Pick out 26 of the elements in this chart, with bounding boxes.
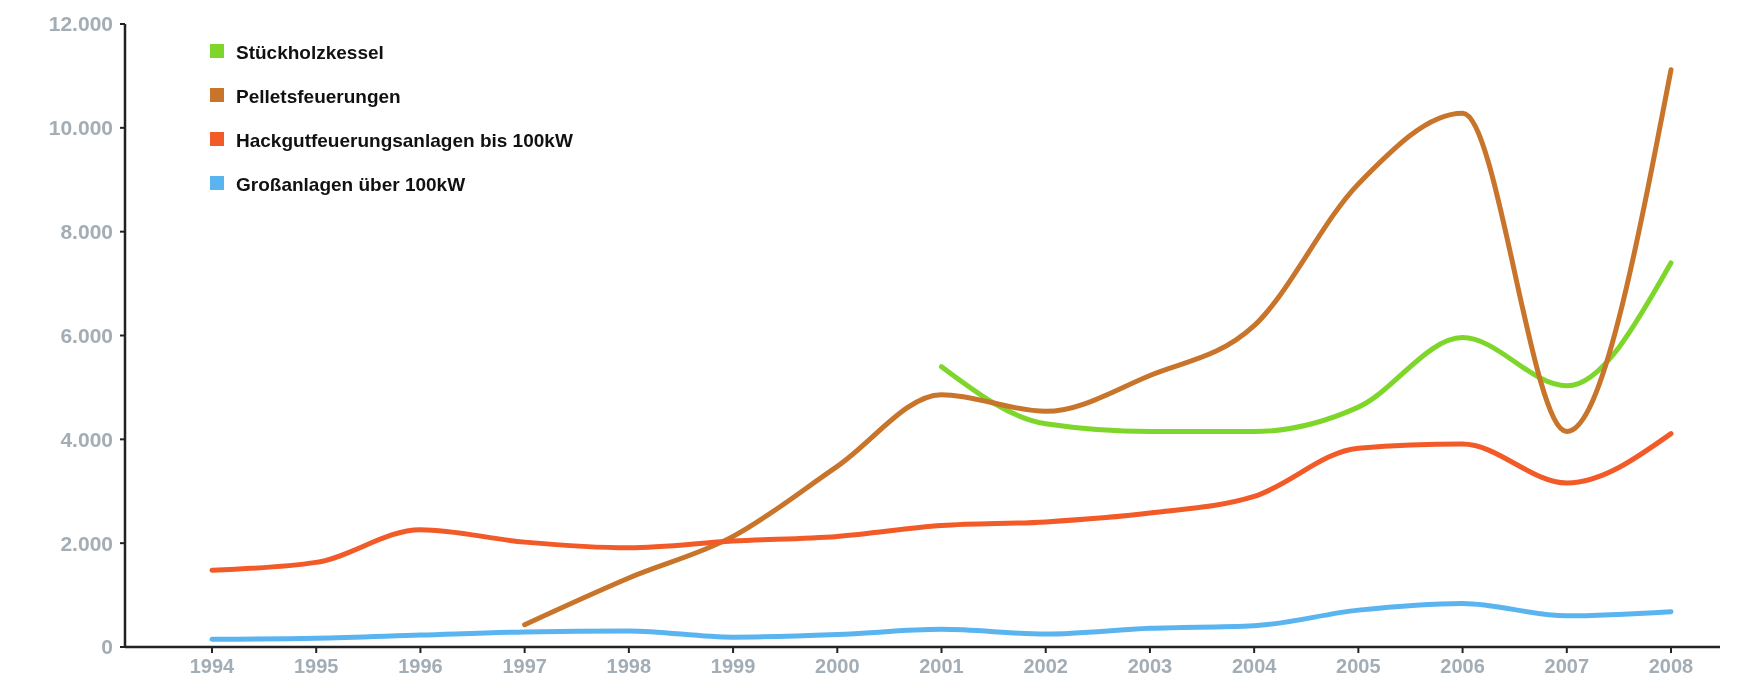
x-tick-label: 2003	[1127, 655, 1173, 677]
legend-label: Hackgutfeuerungsanlagen bis 100kW	[236, 129, 573, 151]
x-tick-label: 1994	[189, 655, 236, 677]
x-tick-label: 1997	[502, 655, 547, 677]
y-tick-label: 12.000	[48, 12, 113, 36]
x-tick-label: 1999	[710, 655, 756, 677]
legend-label: Pelletsfeuerungen	[236, 85, 401, 107]
y-tick-label: 8.000	[60, 220, 113, 244]
x-tick-label: 2005	[1336, 655, 1381, 677]
x-tick-label: 1998	[606, 655, 652, 677]
y-tick-label: 6.000	[60, 323, 113, 347]
x-tick-label: 2002	[1023, 655, 1068, 677]
x-tick-label: 2007	[1544, 655, 1590, 677]
y-tick-label: 2.000	[60, 531, 113, 555]
x-tick-label: 2000	[815, 655, 860, 677]
x-tick-label: 2004	[1231, 655, 1278, 677]
x-tick-label: 1995	[293, 655, 339, 677]
x-tick-label: 2001	[919, 655, 964, 677]
legend-label: Stückholzkessel	[236, 41, 384, 63]
y-tick-label: 0	[101, 635, 113, 659]
x-tick-label: 2008	[1648, 655, 1694, 677]
legend-label: Großanlagen über 100kW	[236, 173, 466, 195]
y-tick-label: 10.000	[48, 116, 113, 140]
x-tick-label: 1996	[398, 655, 443, 677]
y-tick-label: 4.000	[60, 427, 113, 451]
x-tick-label: 2006	[1440, 655, 1485, 677]
